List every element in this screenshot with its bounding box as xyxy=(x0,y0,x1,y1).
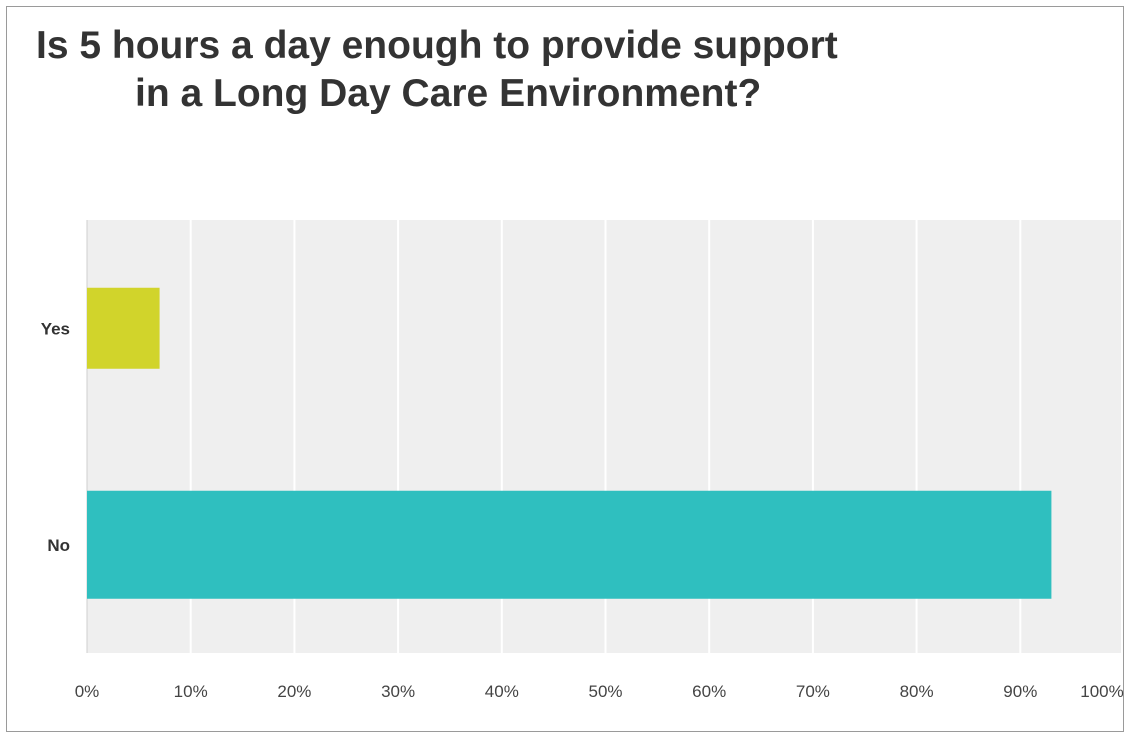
x-tick-label: 20% xyxy=(277,682,311,701)
x-tick-labels: 0% 10% 20% 30% 40% 50% 60% 70% 80% 90% 100% xyxy=(75,682,1124,701)
x-tick-label: 40% xyxy=(485,682,519,701)
category-label-yes: Yes xyxy=(41,319,70,338)
x-tick-label: 90% xyxy=(1003,682,1037,701)
chart-title-line-1: Is 5 hours a day enough to provide suppo… xyxy=(36,24,838,67)
bars xyxy=(87,287,1052,599)
x-tick-label: 80% xyxy=(900,682,934,701)
x-tick-label: 30% xyxy=(381,682,415,701)
x-tick-label: 10% xyxy=(174,682,208,701)
x-tick-label: 50% xyxy=(588,682,622,701)
chart-title-line-2: in a Long Day Care Environment? xyxy=(135,72,762,115)
x-tick-label: 100% xyxy=(1080,682,1123,701)
category-label-no: No xyxy=(47,536,70,555)
category-labels: Yes No xyxy=(41,319,70,555)
bar-yes xyxy=(87,287,160,369)
x-tick-label: 0% xyxy=(75,682,100,701)
bar-no xyxy=(87,490,1052,599)
x-tick-label: 60% xyxy=(692,682,726,701)
chart-title: Is 5 hours a day enough to provide suppo… xyxy=(36,22,1036,118)
x-tick-label: 70% xyxy=(796,682,830,701)
